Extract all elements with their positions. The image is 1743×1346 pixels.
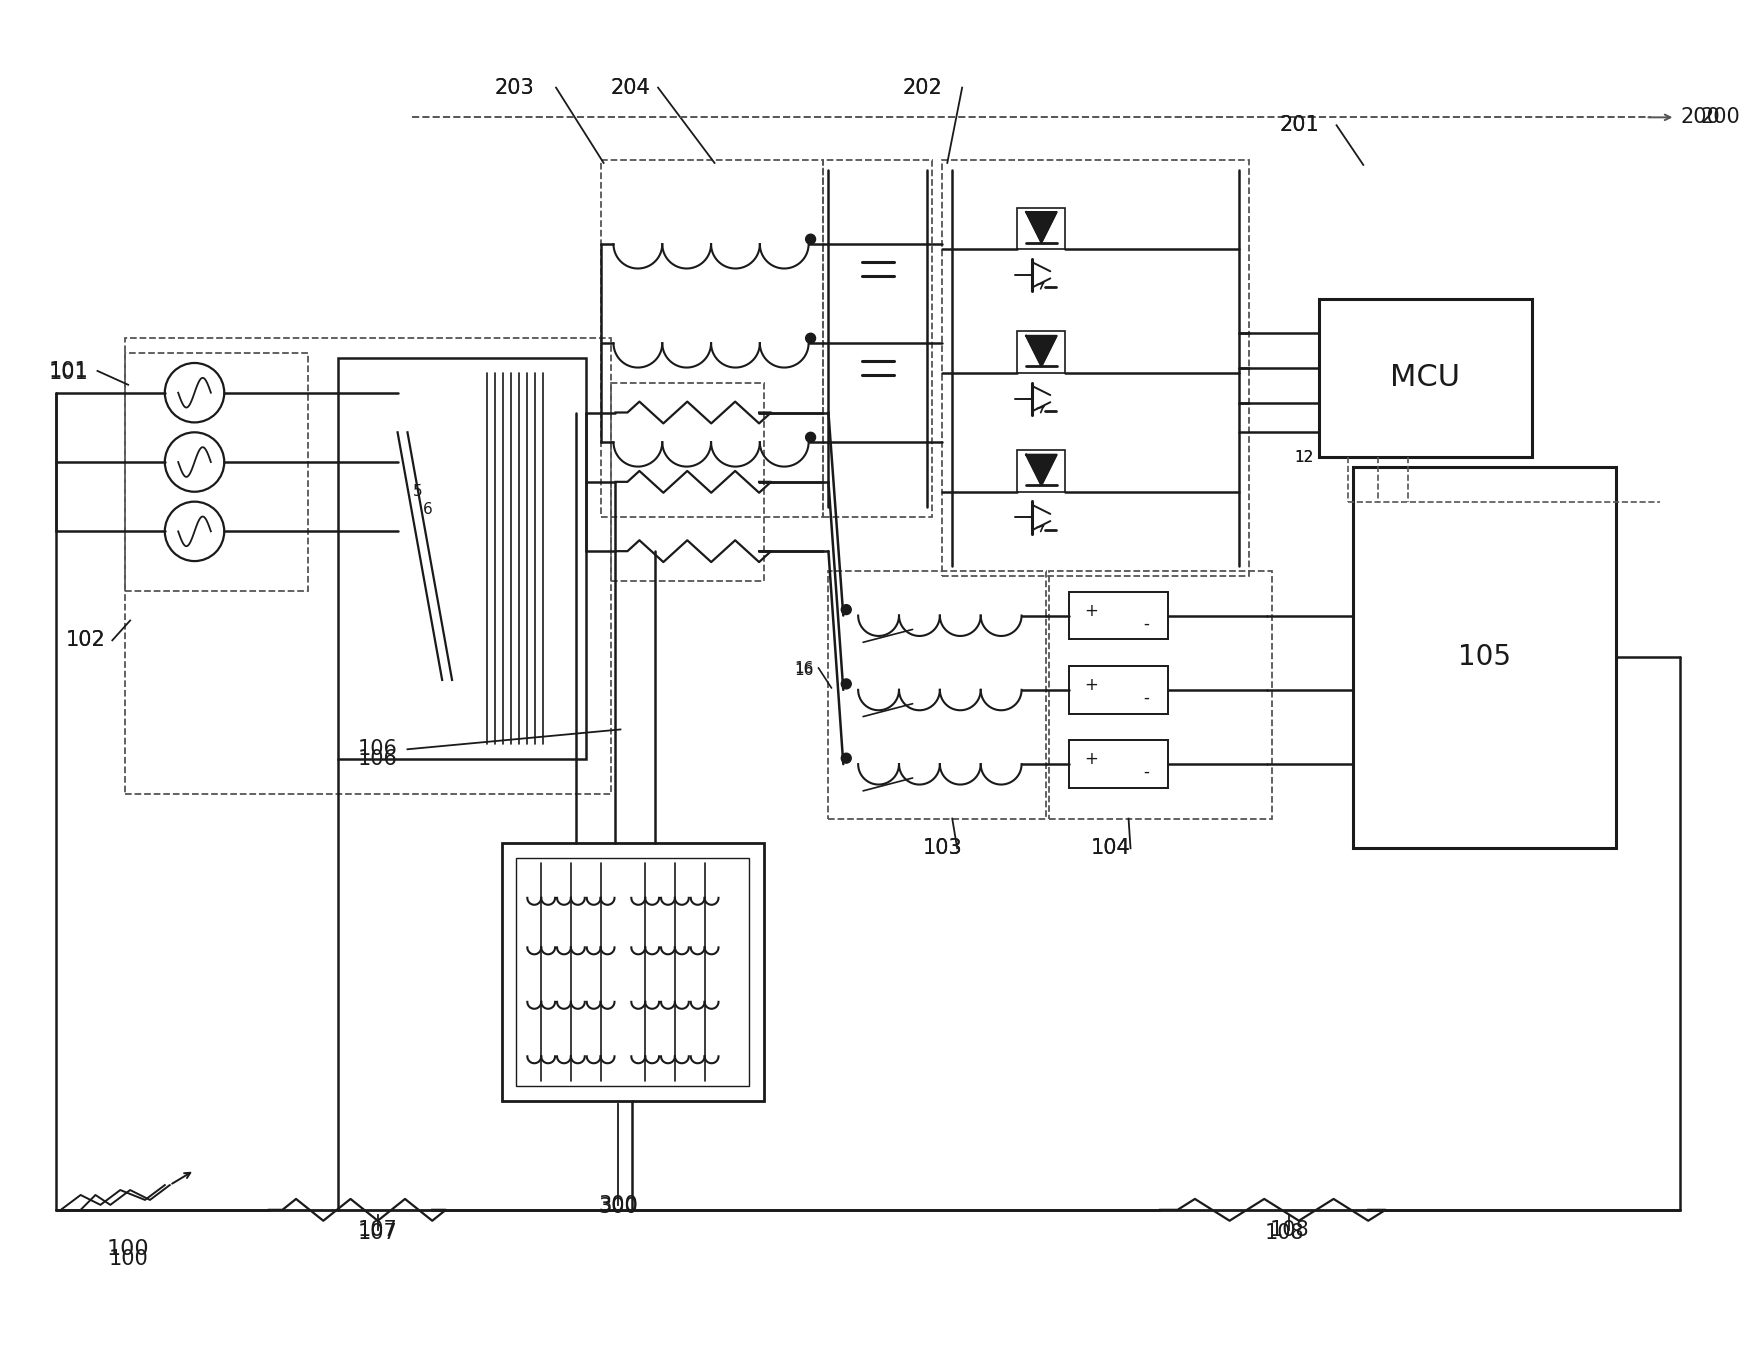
Text: 108: 108 (1264, 1222, 1304, 1242)
Text: 5: 5 (413, 485, 422, 499)
Text: 204: 204 (610, 78, 650, 98)
Bar (125, 338, 610, 794)
Circle shape (842, 678, 851, 689)
Bar (1049, 571, 1272, 818)
Text: 16: 16 (795, 661, 814, 676)
Bar (338, 358, 586, 759)
Bar (1068, 666, 1168, 713)
Bar (828, 571, 1046, 818)
Bar (1018, 331, 1065, 373)
Bar (1068, 592, 1168, 639)
Bar (1353, 467, 1616, 848)
Text: 103: 103 (922, 839, 962, 859)
Text: 202: 202 (903, 78, 943, 98)
Text: 204: 204 (610, 78, 650, 98)
Text: 16: 16 (795, 662, 814, 677)
Text: 102: 102 (66, 630, 106, 650)
Text: 104: 104 (1091, 839, 1131, 859)
Text: 101: 101 (49, 363, 89, 382)
Text: +: + (1084, 602, 1098, 619)
Text: 6: 6 (422, 502, 432, 517)
Circle shape (805, 234, 816, 244)
Text: +: + (1084, 676, 1098, 695)
Text: 203: 203 (495, 78, 535, 98)
Text: -: - (1143, 763, 1149, 781)
Text: +: + (1084, 750, 1098, 769)
Text: 102: 102 (66, 630, 106, 650)
Text: 100: 100 (108, 1249, 148, 1269)
Text: 201: 201 (1279, 116, 1319, 135)
Bar (943, 160, 1250, 576)
Bar (610, 382, 763, 581)
Text: 108: 108 (1269, 1219, 1309, 1240)
Bar (125, 353, 309, 591)
Circle shape (842, 754, 851, 763)
Bar (516, 859, 749, 1086)
Circle shape (805, 334, 816, 343)
Text: 202: 202 (903, 78, 943, 98)
Text: 106: 106 (357, 739, 397, 759)
Circle shape (805, 432, 816, 443)
Text: 200: 200 (1699, 108, 1740, 128)
Bar (1068, 740, 1168, 787)
Text: 107: 107 (357, 1219, 397, 1240)
Bar (502, 844, 763, 1101)
Text: 103: 103 (922, 839, 962, 859)
Text: -: - (1143, 615, 1149, 633)
Bar (1018, 451, 1065, 491)
Bar (1018, 207, 1065, 249)
Polygon shape (1027, 455, 1056, 485)
Text: 105: 105 (1457, 643, 1511, 672)
Text: 107: 107 (357, 1222, 397, 1242)
Polygon shape (1027, 336, 1056, 366)
Text: 100: 100 (106, 1240, 150, 1260)
Text: 300: 300 (598, 1195, 638, 1215)
Bar (823, 160, 933, 517)
Bar (601, 160, 823, 517)
Text: 101: 101 (49, 361, 89, 381)
Polygon shape (1027, 213, 1056, 242)
Text: 200: 200 (1680, 108, 1720, 128)
Bar (1319, 299, 1532, 458)
Text: 203: 203 (495, 78, 535, 98)
Text: MCU: MCU (1389, 363, 1459, 392)
Circle shape (842, 604, 851, 615)
Text: 12: 12 (1295, 450, 1314, 464)
Text: 300: 300 (598, 1197, 638, 1217)
Text: 106: 106 (357, 750, 397, 769)
Text: 104: 104 (1091, 839, 1131, 859)
Text: 201: 201 (1279, 116, 1319, 135)
Text: 12: 12 (1295, 450, 1314, 464)
Text: -: - (1143, 689, 1149, 707)
